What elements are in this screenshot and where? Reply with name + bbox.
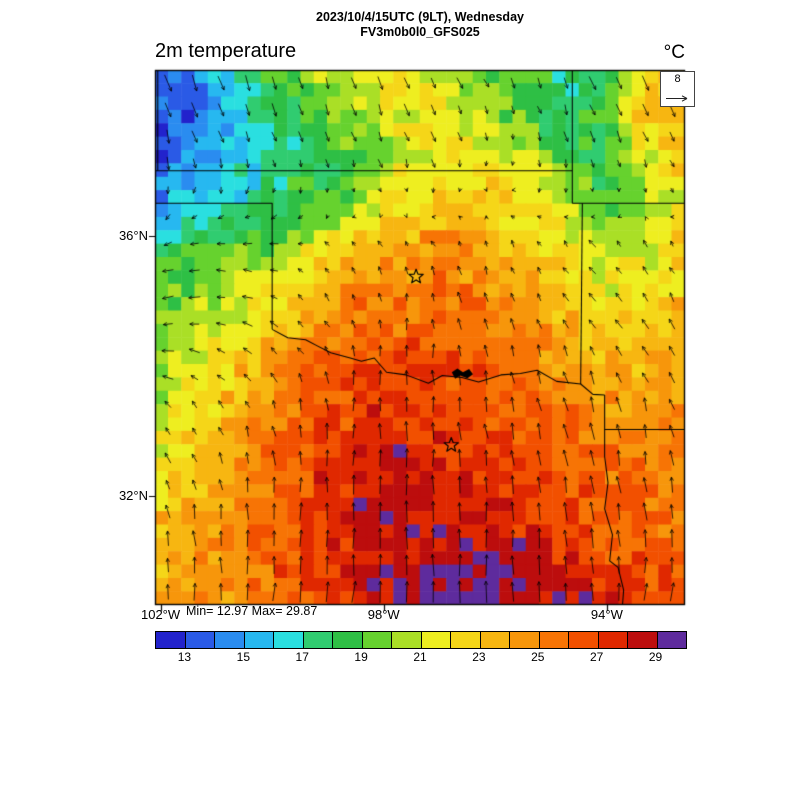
colorbar-tick-label: 13 (177, 650, 192, 664)
colorbar-cell (333, 632, 363, 648)
reference-vector-value: 8 (674, 73, 681, 85)
reference-arrow-icon (666, 95, 688, 102)
colorbar-cell (421, 632, 451, 648)
colorbar-cell (480, 632, 510, 648)
colorbar-tick-label: 23 (472, 650, 486, 664)
lat-axis-label: 32°N (118, 487, 148, 503)
colorbar-cell (510, 632, 540, 648)
colorbar-cell (392, 632, 422, 648)
figure-datetime: 2023/10/4/15UTC (9LT), Wednesday (316, 10, 524, 24)
lat-axis-label: 36°N (118, 227, 148, 243)
colorbar-cell (539, 632, 569, 648)
colorbar-cell (156, 632, 186, 648)
colorbar-tick-label: 27 (589, 650, 604, 664)
lon-axis-label: 98°W (367, 607, 400, 622)
units-label: °C (663, 42, 685, 63)
colorbar-cell (244, 632, 274, 648)
colorbar-cell (569, 632, 599, 648)
figure-model-name: FV3m0b0l0_GFS025 (360, 25, 480, 39)
lon-axis-label: 102°W (140, 607, 181, 622)
minmax-label: Min= 12.97 Max= 29.87 (186, 604, 318, 618)
colorbar-cell (362, 632, 392, 648)
colorbar-tick-label: 21 (413, 650, 427, 664)
reference-vector-box: 8 (660, 71, 695, 107)
colorbar-tick-label: 15 (236, 650, 251, 664)
colorbar-cell (274, 632, 304, 648)
colorbar-cell (215, 632, 245, 648)
colorbar-cell (628, 632, 658, 648)
colorbar-cell (598, 632, 628, 648)
colorbar-cell (185, 632, 215, 648)
colorbar (155, 631, 687, 649)
colorbar-cell (451, 632, 481, 648)
colorbar-tick-label: 17 (295, 650, 309, 664)
plot-title: 2m temperature (155, 40, 297, 62)
colorbar-tick-label: 19 (354, 650, 368, 664)
colorbar-cell (303, 632, 333, 648)
colorbar-tick-label: 29 (648, 650, 663, 664)
colorbar-cell (657, 632, 686, 648)
colorbar-tick-label: 25 (531, 650, 545, 664)
lon-axis-label: 94°W (590, 607, 623, 622)
